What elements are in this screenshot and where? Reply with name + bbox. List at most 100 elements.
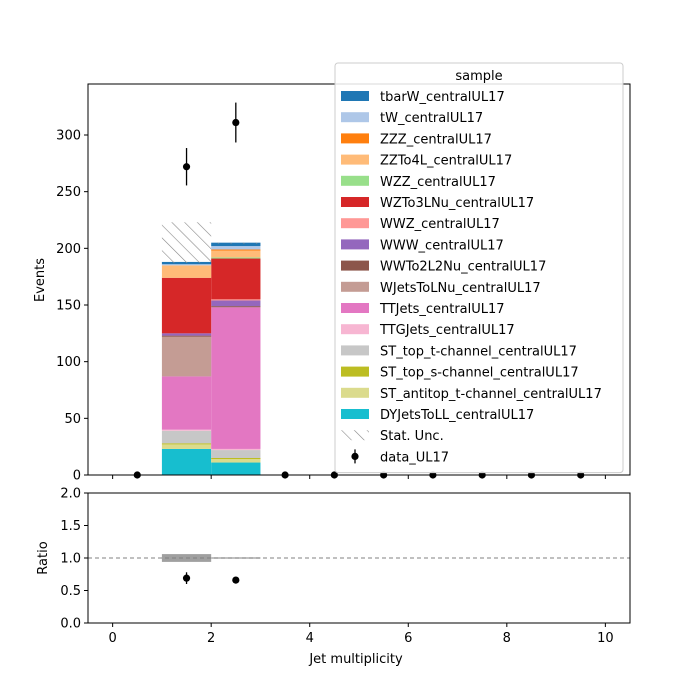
legend-swatch-tbarW_centralUL17 bbox=[341, 91, 369, 101]
bar-ZZTo4L_centralUL17-bin0 bbox=[161, 265, 212, 278]
bar-tW_centralUL17-bin0 bbox=[161, 264, 212, 266]
bar-DYJetsToLL_centralUL17-bin0 bbox=[161, 448, 212, 475]
legend-swatch-WWTo2L2Nu_centralUL17 bbox=[341, 260, 369, 271]
bar-WZTo3LNu_centralUL17-bin0 bbox=[161, 277, 212, 334]
legend-title: sample bbox=[455, 69, 502, 84]
data-point bbox=[232, 118, 240, 127]
legend-label-stat-unc: Stat. Unc. bbox=[380, 429, 444, 444]
main-x-ticks bbox=[112, 475, 606, 479]
legend-label-tbarW_centralUL17: tbarW_centralUL17 bbox=[380, 90, 505, 105]
bar-WJetsToLNu_centralUL17-bin0 bbox=[161, 336, 212, 377]
stat-unc-bin0 bbox=[161, 222, 212, 264]
bar-WWW_centralUL17-bin0 bbox=[161, 333, 212, 336]
legend-data-marker bbox=[351, 452, 359, 460]
ratio-plot: 0 2 4 6 8 10 0.0 0.5 1.0 1.5 2.0 Ratio Jet multip… bbox=[36, 487, 631, 667]
legend: sample tbarW_centralUL17 tW_centralUL17 ZZZ… bbox=[334, 62, 624, 474]
ratio-y-ticks: 0.0 0.5 1.0 1.5 2.0 bbox=[60, 487, 88, 632]
ratio-y-tick-label: 1.5 bbox=[60, 519, 81, 534]
bar-TTGJets_centralUL17-bin1 bbox=[211, 448, 261, 451]
x-tick-label: 6 bbox=[404, 631, 412, 646]
bar-TTJets_centralUL17-bin1 bbox=[211, 307, 261, 449]
legend-swatch-ST_top_t-channel_centralUL17 bbox=[341, 345, 369, 356]
legend-swatch-ST_top_s-channel_centralUL17 bbox=[341, 366, 369, 377]
legend-label-ZZTo4L_centralUL17: ZZTo4L_centralUL17 bbox=[380, 154, 512, 169]
bar-WWTo2L2Nu_centralUL17-bin0 bbox=[161, 335, 212, 337]
legend-swatch-ST_antitop_t-channel_centralUL17 bbox=[341, 387, 369, 398]
bar-WWTo2L2Nu_centralUL17-bin1 bbox=[211, 306, 261, 308]
legend-label-WJetsToLNu_centralUL17: WJetsToLNu_centralUL17 bbox=[380, 281, 541, 296]
bar-DYJetsToLL_centralUL17-bin1 bbox=[211, 462, 261, 475]
bar-ZZZ_centralUL17-bin1 bbox=[211, 249, 261, 251]
bar-WZZ_centralUL17-bin1 bbox=[211, 257, 261, 259]
legend-swatch-WZZ_centralUL17 bbox=[341, 175, 369, 186]
main-y-tick-label: 250 bbox=[56, 185, 81, 200]
legend-swatch-stat-unc bbox=[341, 430, 369, 441]
legend-label-WZZ_centralUL17: WZZ_centralUL17 bbox=[380, 175, 496, 190]
ratio-point bbox=[182, 574, 191, 582]
x-axis-label: Jet multiplicity bbox=[308, 652, 403, 667]
legend-label-WZTo3LNu_centralUL17: WZTo3LNu_centralUL17 bbox=[380, 196, 534, 211]
y-axis-label: Events bbox=[33, 258, 48, 302]
bar-ST_antitop_t-channel_centralUL17-bin1 bbox=[211, 459, 261, 463]
legend-label-WWTo2L2Nu_centralUL17: WWTo2L2Nu_centralUL17 bbox=[380, 260, 546, 275]
legend-label-WWZ_centralUL17: WWZ_centralUL17 bbox=[380, 217, 500, 232]
bar-ST_top_s-channel_centralUL17-bin0 bbox=[161, 443, 212, 445]
data-point bbox=[182, 163, 191, 171]
ratio-y-tick-label: 2.0 bbox=[60, 487, 81, 502]
legend-label-tW_centralUL17: tW_centralUL17 bbox=[380, 111, 483, 126]
bar-tbarW_centralUL17-bin1 bbox=[211, 242, 261, 247]
main-y-tick-label: 0 bbox=[73, 469, 81, 484]
legend-label-WWW_centralUL17: WWW_centralUL17 bbox=[380, 238, 504, 253]
main-y-tick-label: 150 bbox=[56, 299, 81, 314]
ratio-y-tick-label: 0.0 bbox=[60, 617, 81, 632]
main-y-tick-label: 200 bbox=[56, 242, 81, 257]
stat-unc-bin1 bbox=[211, 242, 261, 244]
legend-label-ST_antitop_t-channel_centralUL17: ST_antitop_t-channel_centralUL17 bbox=[380, 387, 602, 402]
main-y-tick-label: 300 bbox=[56, 129, 81, 144]
legend-label-TTJets_centralUL17: TTJets_centralUL17 bbox=[379, 302, 505, 317]
legend-label-ST_top_t-channel_centralUL17: ST_top_t-channel_centralUL17 bbox=[380, 344, 577, 359]
bar-ST_top_s-channel_centralUL17-bin1 bbox=[211, 458, 261, 460]
ratio-points bbox=[182, 572, 240, 584]
x-tick-label: 8 bbox=[503, 631, 511, 646]
legend-swatch-ZZTo4L_centralUL17 bbox=[341, 154, 369, 165]
stacked-bars bbox=[161, 242, 261, 475]
main-y-tick-label: 100 bbox=[56, 355, 81, 370]
main-plot: 0 50 100 150 200 250 300 Events bbox=[33, 83, 631, 484]
ratio-y-tick-label: 0.5 bbox=[60, 584, 81, 599]
legend-label-DYJetsToLL_centralUL17: DYJetsToLL_centralUL17 bbox=[380, 408, 534, 423]
legend-frame bbox=[334, 62, 624, 474]
main-y-tick-label: 50 bbox=[64, 412, 81, 427]
legend-swatch-tW_centralUL17 bbox=[341, 112, 369, 123]
bar-TTGJets_centralUL17-bin0 bbox=[161, 429, 212, 431]
legend-label-data: data_UL17 bbox=[380, 450, 449, 465]
legend-swatch-ZZZ_centralUL17 bbox=[341, 133, 369, 144]
bar-ST_top_t-channel_centralUL17-bin0 bbox=[161, 430, 212, 444]
bar-WZTo3LNu_centralUL17-bin1 bbox=[211, 258, 261, 300]
legend-swatch-TTGJets_centralUL17 bbox=[341, 324, 369, 335]
ratio-y-tick-label: 1.0 bbox=[60, 552, 81, 567]
bar-ST_top_t-channel_centralUL17-bin1 bbox=[211, 450, 261, 458]
stat-unc-band bbox=[161, 222, 261, 264]
bar-TTJets_centralUL17-bin0 bbox=[161, 376, 212, 430]
ratio-y-axis-label: Ratio bbox=[36, 541, 51, 574]
legend-label-ST_top_s-channel_centralUL17: ST_top_s-channel_centralUL17 bbox=[380, 366, 579, 381]
legend-swatch-WZTo3LNu_centralUL17 bbox=[341, 197, 369, 207]
x-tick-label: 0 bbox=[108, 631, 116, 646]
legend-swatch-WJetsToLNu_centralUL17 bbox=[341, 281, 369, 292]
ratio-x-ticks: 0 2 4 6 8 10 bbox=[108, 623, 614, 646]
legend-swatch-WWZ_centralUL17 bbox=[341, 218, 369, 229]
main-y-ticks: 0 50 100 150 200 250 300 bbox=[56, 129, 88, 484]
legend-label-ZZZ_centralUL17: ZZZ_centralUL17 bbox=[380, 132, 492, 147]
bar-WWW_centralUL17-bin1 bbox=[211, 300, 261, 307]
legend-swatch-WWW_centralUL17 bbox=[341, 239, 369, 250]
legend-swatch-TTJets_centralUL17 bbox=[341, 303, 369, 313]
x-tick-label: 10 bbox=[597, 631, 614, 646]
bar-WWZ_centralUL17-bin1 bbox=[211, 299, 261, 301]
x-tick-label: 4 bbox=[306, 631, 314, 646]
bar-tW_centralUL17-bin1 bbox=[211, 246, 261, 250]
x-tick-label: 2 bbox=[207, 631, 215, 646]
bar-ZZTo4L_centralUL17-bin1 bbox=[211, 250, 261, 258]
legend-label-TTGJets_centralUL17: TTGJets_centralUL17 bbox=[379, 323, 515, 338]
